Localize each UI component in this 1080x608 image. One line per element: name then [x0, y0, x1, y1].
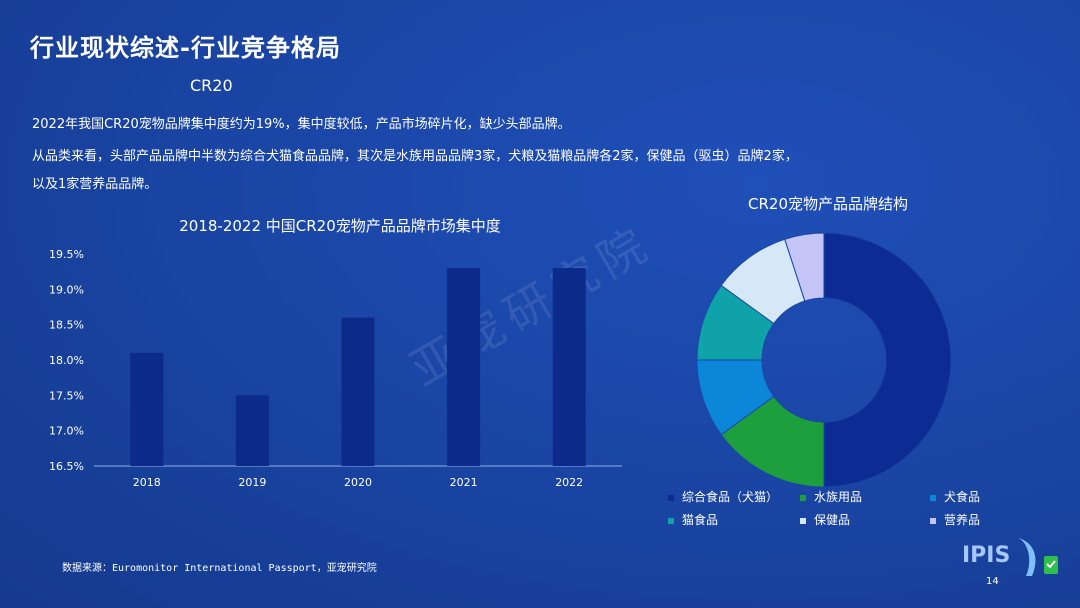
bar-chart-title: 2018-2022 中国CR20宠物产品品牌市场集中度	[179, 217, 501, 235]
x-tick-label: 2019	[238, 476, 266, 489]
bar	[447, 268, 481, 466]
legend-item: 犬食品	[930, 488, 980, 505]
bar	[235, 395, 269, 466]
legend-swatch	[668, 494, 674, 501]
y-tick-label: 17.0%	[49, 425, 84, 438]
legend-label: 保健品	[814, 513, 851, 527]
ipis-logo: IPIS	[962, 538, 1058, 576]
x-tick-label: 2020	[344, 476, 372, 489]
legend-label: 猫食品	[682, 513, 719, 527]
donut-slice	[784, 232, 825, 302]
legend-label: 犬食品	[944, 490, 981, 504]
legend-swatch	[800, 517, 806, 524]
summary-paragraph-3: 以及1家营养品品牌。	[32, 177, 158, 192]
legend-item: 综合食品（犬猫）	[668, 488, 778, 505]
y-tick-label: 18.0%	[49, 354, 84, 367]
y-tick-label: 16.5%	[49, 460, 84, 473]
legend-item: 水族用品	[800, 488, 862, 505]
check-icon	[1046, 560, 1056, 569]
legend-item: 猫食品	[668, 511, 718, 528]
legend-item: 保健品	[800, 511, 850, 528]
logo-text: IPIS	[962, 543, 1010, 568]
x-tick-label: 2021	[450, 476, 478, 489]
donut-chart-title: CR20宠物产品品牌结构	[748, 195, 908, 213]
bar	[552, 268, 586, 466]
slide-title: 行业现状综述-行业竞争格局	[30, 34, 341, 62]
summary-paragraph-1: 2022年我国CR20宠物品牌集中度约为19%，集中度较低，产品市场碎片化，缺少…	[32, 117, 571, 132]
section-subtitle: CR20	[190, 76, 233, 95]
y-tick-label: 19.5%	[49, 248, 84, 261]
bar	[130, 352, 164, 466]
y-tick-label: 17.5%	[49, 389, 84, 402]
bar	[341, 317, 375, 466]
legend-label: 综合食品（犬猫）	[682, 490, 779, 504]
legend-item: 营养品	[930, 511, 980, 528]
x-tick-label: 2018	[133, 476, 161, 489]
legend-swatch	[930, 517, 936, 524]
logo-swoosh	[1018, 538, 1036, 576]
donut-slice	[823, 232, 952, 488]
legend-swatch	[800, 494, 806, 501]
data-source-note: 数据来源：Euromonitor International Passport，…	[62, 563, 377, 574]
summary-paragraph-2: 从品类来看，头部产品品牌中半数为综合犬猫食品品牌，其次是水族用品品牌3家，犬粮及…	[32, 149, 798, 164]
legend-label: 水族用品	[814, 490, 863, 504]
legend-swatch	[668, 517, 674, 524]
page-number: 14	[986, 576, 999, 587]
legend-swatch	[930, 494, 936, 501]
y-tick-label: 19.0%	[49, 283, 84, 296]
x-tick-label: 2022	[555, 476, 583, 489]
y-tick-label: 18.5%	[49, 319, 84, 332]
legend-label: 营养品	[944, 513, 981, 527]
